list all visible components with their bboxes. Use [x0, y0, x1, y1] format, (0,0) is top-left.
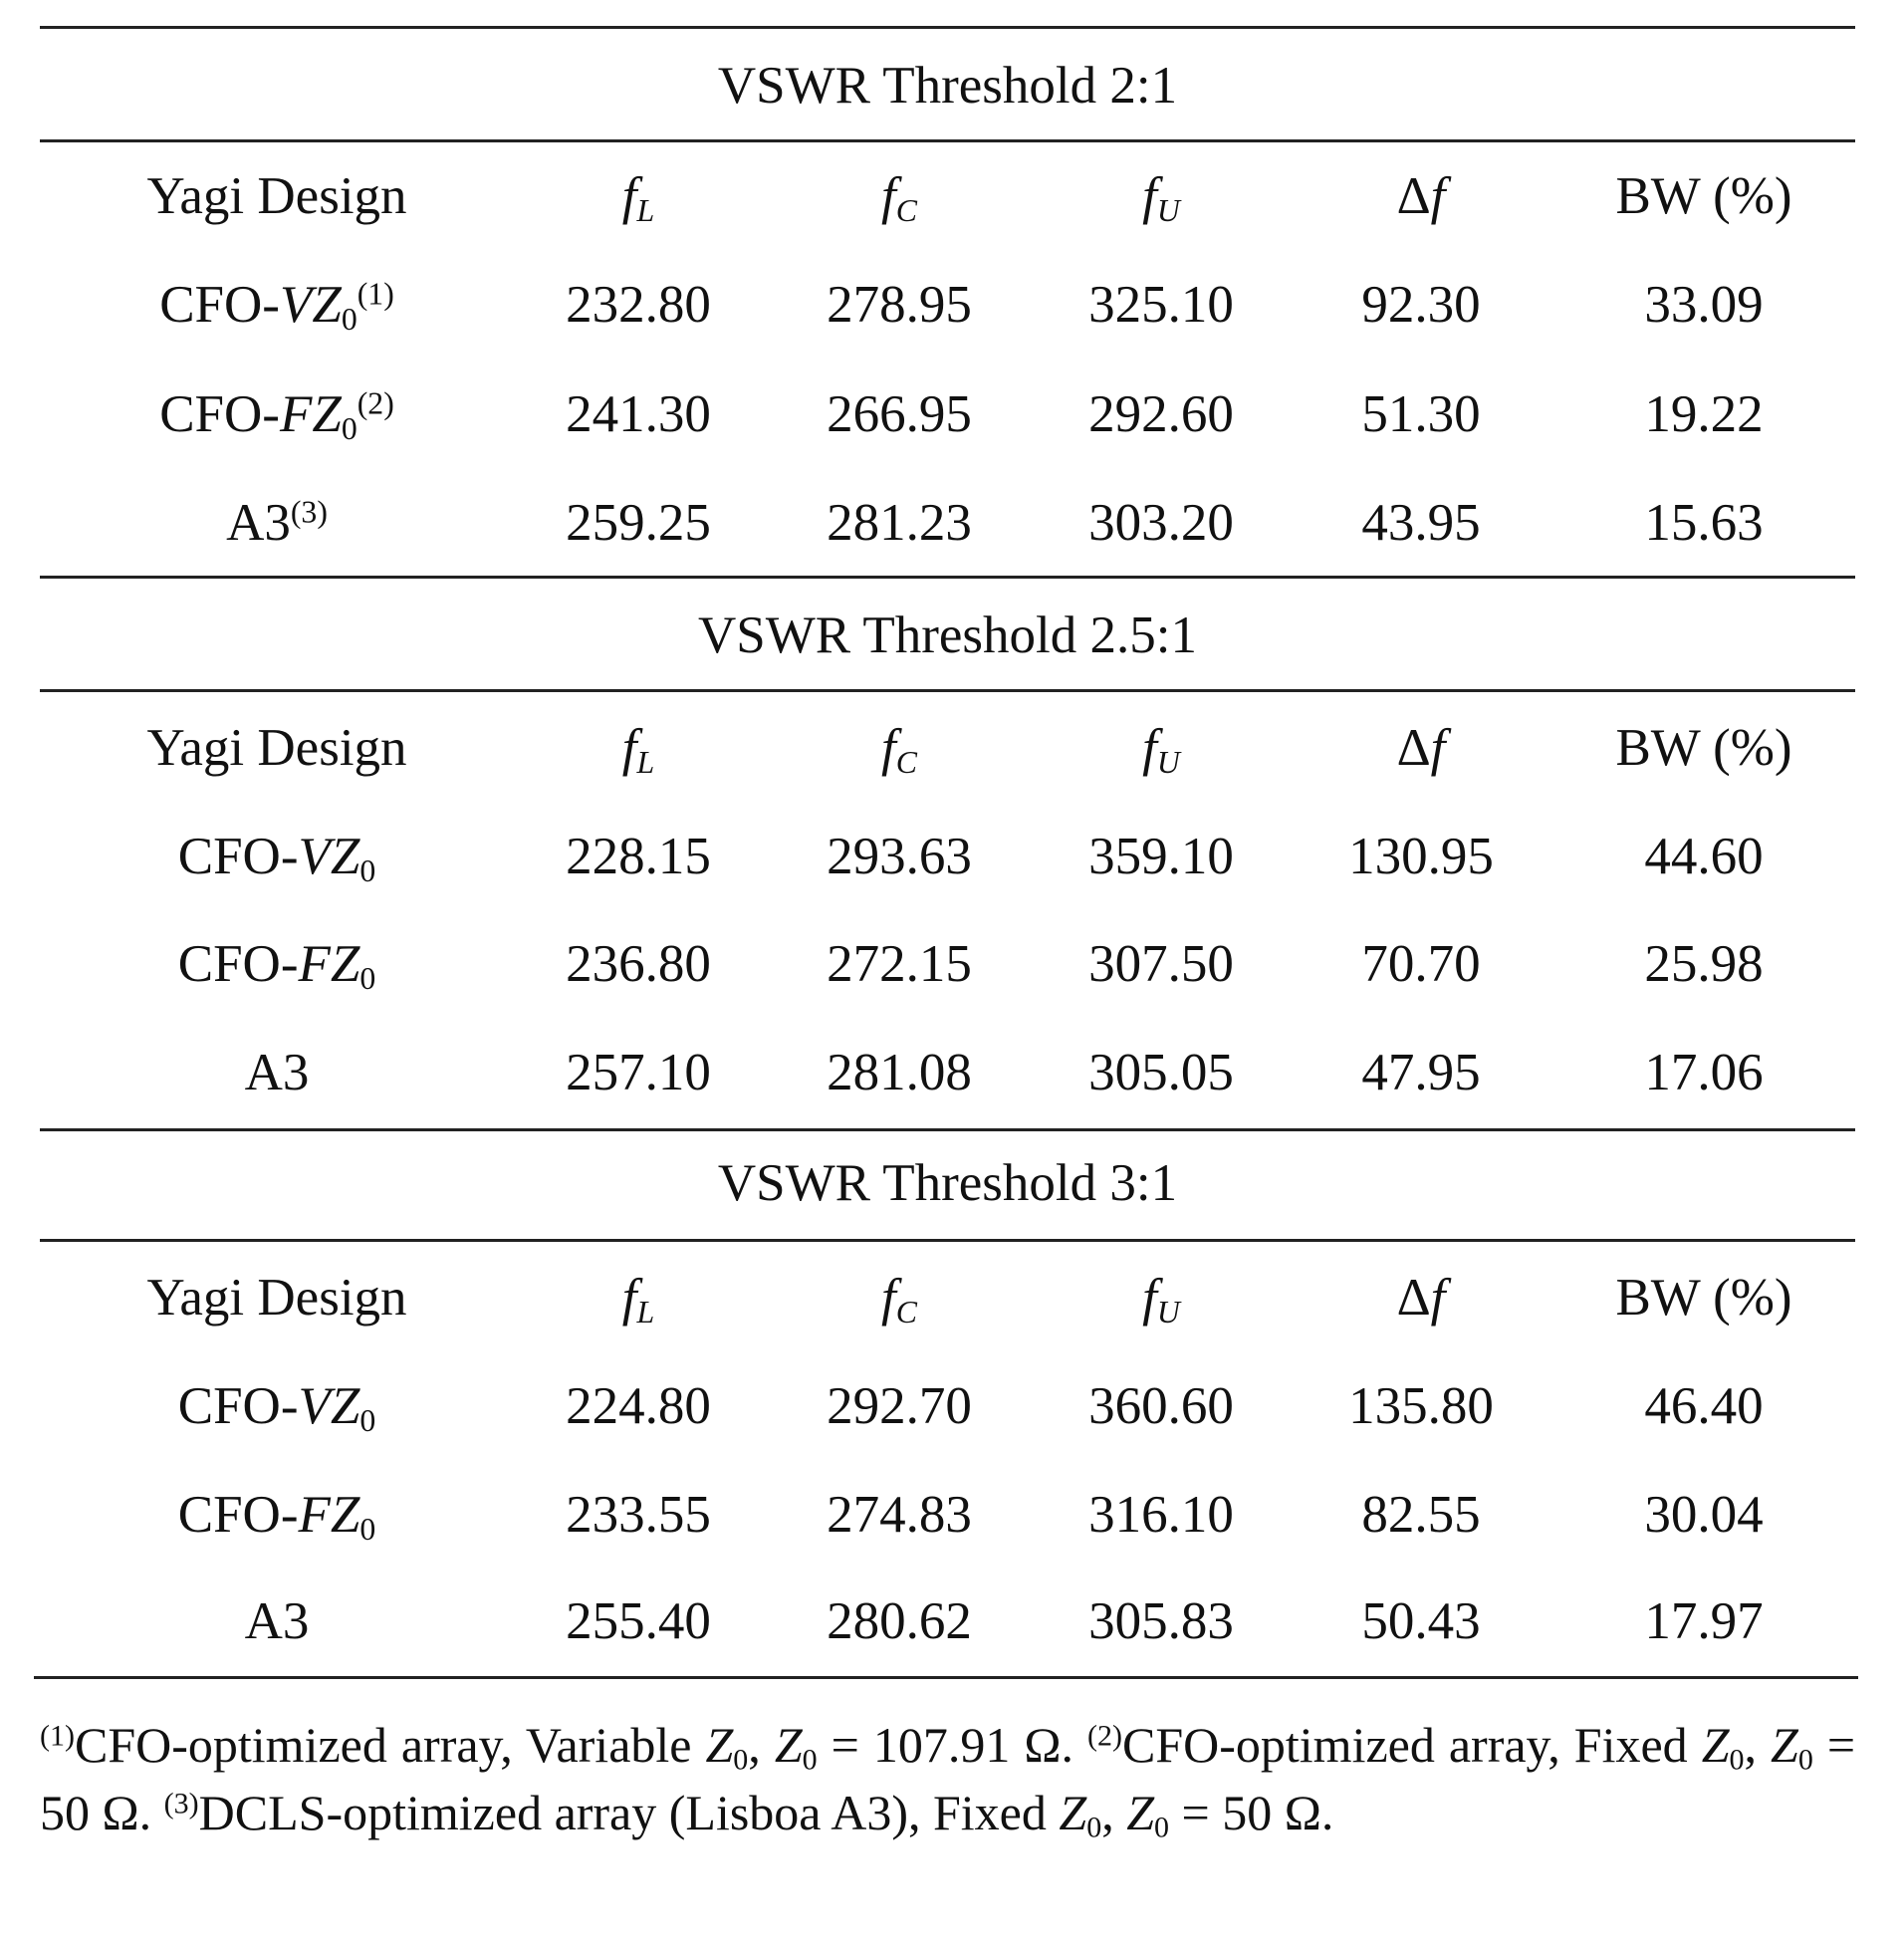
section-title: VSWR Threshold 3:1	[717, 1154, 1178, 1212]
value-delta-f: 82.55	[1361, 1486, 1481, 1544]
table-row: A3 257.10 281.08 305.05 47.95 17.06	[0, 1043, 1904, 1102]
design-name: CFO-FZ0	[177, 935, 376, 996]
section-title: VSWR Threshold 2.5:1	[697, 606, 1198, 664]
value-fl: 241.30	[566, 385, 711, 443]
section-rule	[40, 576, 1855, 579]
value-delta-f: 130.95	[1348, 828, 1494, 885]
section-title: VSWR Threshold 2:1	[717, 57, 1178, 115]
header-fl: fL	[621, 719, 655, 780]
value-fc: 281.08	[827, 1044, 972, 1101]
value-fu: 360.60	[1088, 1377, 1234, 1435]
section-rule	[40, 1128, 1855, 1131]
design-name: CFO-VZ0	[177, 828, 376, 888]
value-fc: 292.70	[827, 1377, 972, 1435]
design-name: CFO-VZ0	[177, 1377, 376, 1438]
value-fl: 228.15	[566, 828, 711, 885]
value-bw: 19.22	[1644, 385, 1764, 443]
design-name: A3(3)	[226, 494, 328, 552]
header-fl: fL	[621, 1269, 655, 1330]
value-delta-f: 50.43	[1361, 1592, 1481, 1650]
value-delta-f: 51.30	[1361, 385, 1481, 443]
value-fu: 307.50	[1088, 935, 1234, 993]
value-fu: 325.10	[1088, 276, 1234, 334]
header-delta-f: Δf	[1396, 1269, 1446, 1327]
value-fc: 266.95	[827, 385, 972, 443]
header-delta-f: Δf	[1396, 719, 1446, 777]
value-fu: 316.10	[1088, 1486, 1234, 1544]
value-fc: 280.62	[827, 1592, 972, 1650]
table-row: CFO-VZ0 228.15 293.63 359.10 130.95 44.6…	[0, 827, 1904, 886]
table-bottom-rule	[34, 1676, 1858, 1679]
value-bw: 44.60	[1644, 828, 1764, 885]
header-fc: fC	[881, 1269, 917, 1330]
value-fl: 255.40	[566, 1592, 711, 1650]
value-delta-f: 47.95	[1361, 1044, 1481, 1101]
design-name: A3	[244, 1592, 310, 1650]
header-row: Yagi Design fL fC fU Δf BW (%)	[0, 166, 1904, 226]
section-rule	[40, 689, 1855, 692]
header-row: Yagi Design fL fC fU Δf BW (%)	[0, 718, 1904, 778]
table-row: A3(3) 259.25 281.23 303.20 43.95 15.63	[0, 493, 1904, 553]
header-bw: BW (%)	[1615, 167, 1792, 225]
design-name: CFO-VZ0(1)	[159, 276, 394, 337]
header-fc: fC	[881, 167, 917, 228]
header-design: Yagi Design	[146, 719, 407, 777]
design-name: CFO-FZ0(2)	[159, 385, 394, 446]
value-fc: 274.83	[827, 1486, 972, 1544]
value-fu: 303.20	[1088, 494, 1234, 552]
table-row: A3 255.40 280.62 305.83 50.43 17.97	[0, 1591, 1904, 1651]
value-fc: 281.23	[827, 494, 972, 552]
header-fu: fU	[1142, 167, 1180, 228]
header-design: Yagi Design	[146, 1269, 407, 1327]
header-fl: fL	[621, 167, 655, 228]
value-bw: 33.09	[1644, 276, 1764, 334]
table-row: CFO-FZ0 233.55 274.83 316.10 82.55 30.04	[0, 1485, 1904, 1545]
value-bw: 25.98	[1644, 935, 1764, 993]
value-fu: 305.05	[1088, 1044, 1234, 1101]
value-fl: 236.80	[566, 935, 711, 993]
table-top-rule	[40, 26, 1855, 29]
table-row: CFO-VZ0 224.80 292.70 360.60 135.80 46.4…	[0, 1376, 1904, 1436]
value-fc: 272.15	[827, 935, 972, 993]
table-row: CFO-FZ0 236.80 272.15 307.50 70.70 25.98	[0, 934, 1904, 994]
header-fu: fU	[1142, 1269, 1180, 1330]
header-row: Yagi Design fL fC fU Δf BW (%)	[0, 1268, 1904, 1328]
value-bw: 46.40	[1644, 1377, 1764, 1435]
header-delta-f: Δf	[1396, 167, 1446, 225]
value-delta-f: 92.30	[1361, 276, 1481, 334]
section-rule	[40, 139, 1855, 142]
header-design: Yagi Design	[146, 167, 407, 225]
value-bw: 30.04	[1644, 1486, 1764, 1544]
header-bw: BW (%)	[1615, 1269, 1792, 1327]
value-delta-f: 135.80	[1348, 1377, 1494, 1435]
value-bw: 17.06	[1644, 1044, 1764, 1101]
value-fu: 359.10	[1088, 828, 1234, 885]
section-rule	[40, 1239, 1855, 1242]
design-name: A3	[244, 1044, 310, 1101]
value-fc: 293.63	[827, 828, 972, 885]
value-fl: 224.80	[566, 1377, 711, 1435]
value-fu: 305.83	[1088, 1592, 1234, 1650]
value-fl: 233.55	[566, 1486, 711, 1544]
header-fc: fC	[881, 719, 917, 780]
header-fu: fU	[1142, 719, 1180, 780]
value-fl: 232.80	[566, 276, 711, 334]
value-delta-f: 43.95	[1361, 494, 1481, 552]
table-row: CFO-VZ0(1) 232.80 278.95 325.10 92.30 33…	[0, 275, 1904, 335]
value-fc: 278.95	[827, 276, 972, 334]
table-row: CFO-FZ0(2) 241.30 266.95 292.60 51.30 19…	[0, 384, 1904, 444]
value-fu: 292.60	[1088, 385, 1234, 443]
value-bw: 17.97	[1644, 1592, 1764, 1650]
design-name: CFO-FZ0	[177, 1486, 376, 1547]
header-bw: BW (%)	[1615, 719, 1792, 777]
value-delta-f: 70.70	[1361, 935, 1481, 993]
table-footnotes: (1)CFO-optimized array, Variable Z0, Z0 …	[40, 1717, 1856, 1844]
value-fl: 259.25	[566, 494, 711, 552]
value-bw: 15.63	[1644, 494, 1764, 552]
value-fl: 257.10	[566, 1044, 711, 1101]
